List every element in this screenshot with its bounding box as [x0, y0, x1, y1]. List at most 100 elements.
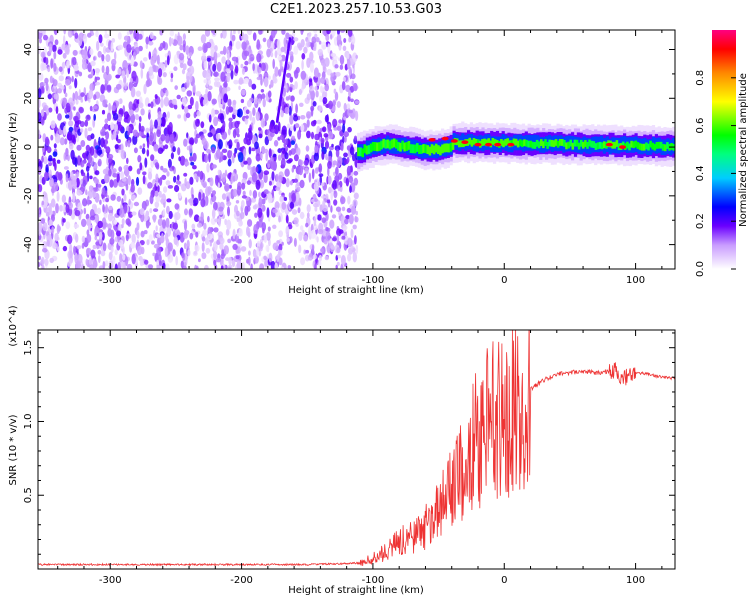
heatmap-cell	[52, 79, 58, 87]
heatmap-cell	[308, 32, 312, 37]
heatmap-cell	[108, 206, 113, 211]
heatmap-cell	[166, 55, 170, 66]
heatmap-cell	[80, 140, 86, 147]
heatmap-cell	[54, 133, 61, 144]
heatmap-cell	[226, 59, 230, 65]
heatmap-cell	[85, 247, 92, 255]
heatmap-cell	[111, 105, 116, 112]
heatmap-cell	[147, 103, 151, 107]
heatmap-cell	[333, 126, 338, 131]
heatmap-cell	[337, 172, 343, 180]
heatmap-band-core	[439, 146, 442, 156]
heatmap-cell	[45, 207, 51, 217]
heatmap-cell	[206, 149, 212, 154]
heatmap-band-core	[565, 142, 568, 150]
heatmap-cell	[316, 119, 322, 125]
heatmap-cell	[236, 133, 240, 138]
heatmap-cell	[249, 53, 255, 62]
heatmap-x-tick-label: -200	[230, 275, 253, 286]
heatmap-cell	[313, 152, 319, 162]
heatmap-band-core	[523, 139, 526, 147]
heatmap-cell	[104, 173, 110, 184]
heatmap-cell	[298, 197, 302, 206]
heatmap-cell	[175, 255, 178, 266]
heatmap-cell	[313, 182, 319, 192]
heatmap-cell	[94, 68, 100, 74]
heatmap-cell	[213, 71, 219, 77]
heatmap-cell	[158, 46, 163, 51]
heatmap-cell	[62, 35, 66, 45]
heatmap-cell	[126, 31, 130, 36]
heatmap-cell	[102, 222, 108, 228]
heatmap-cell	[183, 220, 188, 231]
heatmap-cell	[123, 35, 130, 41]
heatmap-cell	[236, 217, 240, 222]
heatmap-cell	[92, 244, 97, 250]
heatmap-band-core	[649, 140, 652, 148]
heatmap-band-core	[405, 142, 409, 151]
heatmap-cell	[81, 235, 86, 243]
heatmap-cell	[255, 179, 261, 190]
heatmap-cell	[202, 181, 208, 188]
heatmap-cell	[101, 109, 106, 115]
heatmap-cell	[331, 143, 334, 148]
heatmap-cell	[311, 36, 317, 44]
heatmap-cell	[86, 218, 92, 227]
heatmap-cell	[207, 186, 212, 195]
heatmap-cell	[243, 77, 249, 85]
heatmap-cell	[157, 218, 163, 227]
heatmap-cell	[308, 253, 313, 258]
heatmap-cell	[333, 88, 337, 94]
heatmap-cell	[187, 104, 193, 110]
heatmap-cell	[267, 193, 273, 204]
line-y-tick-label: 0.5	[23, 487, 34, 503]
heatmap-cell	[149, 194, 154, 205]
heatmap-cell	[180, 260, 184, 269]
heatmap-band-core	[653, 143, 657, 151]
heatmap-cell	[335, 166, 339, 176]
heatmap-cell	[331, 214, 337, 219]
heatmap-cell	[295, 191, 300, 203]
heatmap-hotspot	[461, 140, 469, 144]
heatmap-cell	[350, 98, 354, 103]
heatmap-cell	[334, 64, 339, 69]
heatmap-cell	[182, 33, 186, 41]
heatmap-cell	[213, 81, 219, 87]
heatmap-cell	[246, 180, 251, 186]
heatmap-band-core	[386, 139, 390, 149]
heatmap-band-core	[447, 143, 451, 153]
heatmap-cell	[76, 171, 80, 178]
heatmap-cell	[68, 85, 72, 90]
heatmap-cell	[65, 221, 71, 230]
heatmap-cell	[256, 240, 261, 249]
heatmap-cell	[82, 198, 88, 207]
heatmap-cell	[303, 46, 308, 54]
heatmap-cell	[91, 203, 97, 211]
heatmap-cell	[257, 207, 263, 218]
heatmap-cell	[155, 181, 159, 187]
heatmap-band-core	[458, 140, 461, 148]
heatmap-cell	[195, 175, 199, 181]
heatmap-band-core	[376, 142, 379, 152]
heatmap-band-core	[521, 140, 524, 148]
heatmap-cell	[134, 30, 139, 37]
heatmap-cell	[177, 147, 181, 156]
heatmap-cell	[100, 128, 106, 137]
heatmap-cell	[111, 38, 116, 43]
heatmap-cell	[144, 214, 149, 221]
heatmap-cell	[331, 30, 336, 37]
heatmap-cell	[232, 129, 237, 139]
heatmap-cell	[324, 83, 330, 92]
heatmap-cell	[293, 178, 298, 183]
heatmap-cell	[181, 96, 187, 107]
heatmap-band-core	[617, 143, 621, 151]
heatmap-cell	[240, 98, 245, 104]
heatmap-cell	[98, 136, 101, 146]
heatmap-cell	[136, 245, 143, 256]
heatmap-cell	[82, 175, 88, 186]
heatmap-cell	[173, 104, 178, 110]
heatmap-cell	[102, 204, 105, 213]
heatmap-cell	[315, 37, 320, 43]
heatmap-cell	[151, 240, 155, 245]
heatmap-cell	[156, 129, 162, 138]
